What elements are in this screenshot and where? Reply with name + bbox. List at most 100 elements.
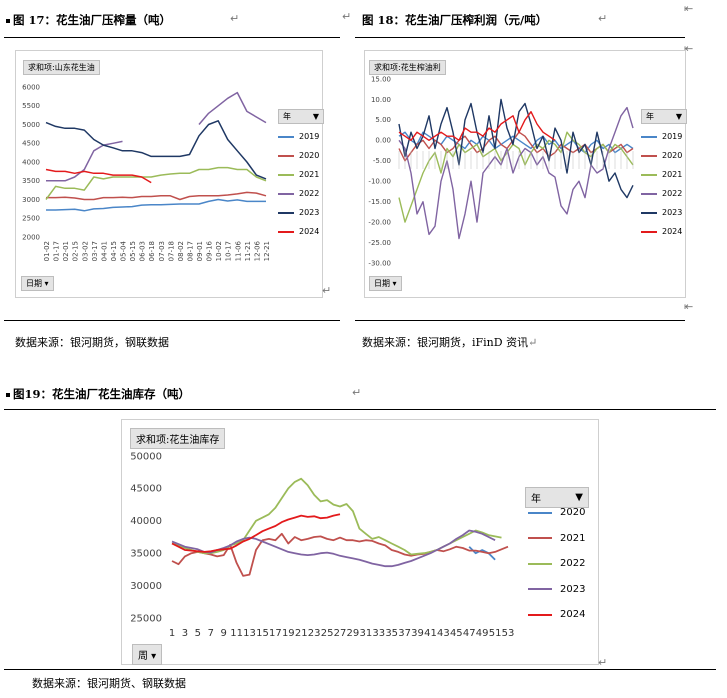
legend-swatch [641,154,657,157]
fig18-chart: -30.00 -25.00 -20.00 -15.00 -10.00 -5.00 0.00 5… [368,75,634,267]
x-tick-label: 9 [221,628,227,639]
x-tick-label: 03-17 [91,241,99,261]
legend-item-2019[interactable]: 2019 [641,127,682,146]
legend-item-2020[interactable]: 2020 [528,500,585,526]
fig18-legend-filter-button[interactable]: 年 ▼ [641,109,687,124]
legend-label: 2021 [299,170,320,179]
y-tick-label: -15.00 [368,198,391,206]
legend-item-2023[interactable]: 2023 [278,203,319,222]
y-tick-label: 0.00 [375,137,391,145]
legend-label: 2023 [662,208,683,217]
legend-swatch [641,173,657,176]
x-tick-label: 11 [230,628,243,639]
y-tick-label: 15.00 [371,75,391,83]
x-tick-label: 12-21 [263,241,271,261]
series-line-2022 [171,477,502,556]
fig17-date-filter-button[interactable]: 日期 ▾ [21,276,54,291]
fig17-source: 数据来源：银河期货，钢联数据 [15,336,169,349]
legend-swatch [278,192,294,195]
anchor-mark: ⇤ [684,42,694,55]
x-tick-label: 15 [256,628,269,639]
legend-label: 2019 [662,132,683,141]
return-mark: ↵ [598,12,608,25]
y-tick-label: 5000 [22,121,40,129]
legend-item-2021[interactable]: 2021 [528,526,585,552]
legend-item-2022[interactable]: 2022 [278,184,319,203]
x-tick-label: 43 [437,628,450,639]
x-tick-label: 01-17 [53,241,61,261]
fig19-chart-panel: 25000 30000 35000 40000 45000 50000 1 3 5 7 9 11 13 1… [121,419,599,665]
x-tick-label: 07-18 [167,241,175,261]
legend-label: 2020 [662,151,683,160]
x-tick-label: 47 [463,628,476,639]
legend-swatch [278,173,294,176]
series-line-2020 [46,191,267,201]
x-tick-label: 29 [347,628,360,639]
legend-item-2024[interactable]: 2024 [278,222,319,241]
fig19-week-filter-button[interactable]: 周 ▾ [132,644,163,665]
y-tick-label: 40000 [130,516,162,527]
series-line-2023 [398,98,634,199]
fig17-legend-filter-button[interactable]: 年 ▼ [278,109,324,124]
bullet-icon [6,19,10,23]
y-tick-label: 50000 [130,451,162,462]
x-tick-label: 45 [450,628,463,639]
legend-label: 2023 [299,208,320,217]
y-tick-label: 5.00 [375,116,391,124]
y-tick-label: 3000 [22,196,40,204]
legend-label: 2020 [299,151,320,160]
legend-label: 2024 [560,609,586,621]
x-tick-label: 06-03 [139,241,147,261]
fig18-date-filter-button[interactable]: 日期 ▾ [369,276,402,291]
x-tick-label: 13 [243,628,256,639]
x-tick-label: 7 [208,628,214,639]
dropdown-icon: ▼ [575,492,583,503]
legend-item-2024[interactable]: 2024 [641,222,682,241]
y-tick-label: -10.00 [368,178,391,186]
legend-swatch [278,135,294,138]
legend-swatch [641,211,657,214]
series-line-2019 [46,198,266,212]
x-tick-label: 01-02 [43,241,51,261]
fig19-title: 图19：花生油厂花生油库存（吨） [6,386,190,402]
fig19-legend-filter-button[interactable]: 年 ▼ [525,487,589,508]
legend-label: 2021 [560,532,586,544]
return-mark: ↵ [230,12,240,25]
filter-icon: ▼ [312,112,319,121]
fig18-source: 数据来源：银河期货，iFinD 资讯↵ [362,336,538,349]
y-tick-label: 45000 [130,484,162,495]
legend-label: 2022 [299,189,320,198]
legend-swatch [641,230,657,233]
x-tick-label: 41 [424,628,437,639]
x-tick-label: 53 [502,628,515,639]
legend-item-2022[interactable]: 2022 [528,551,585,577]
y-tick-label: 4500 [22,140,40,148]
legend-item-2022[interactable]: 2022 [641,184,682,203]
legend-label: 2023 [560,583,586,595]
x-tick-label: 02-01 [62,241,70,261]
legend-item-2020[interactable]: 2020 [278,146,319,165]
series-line-2024 [171,513,341,553]
legend-item-2021[interactable]: 2021 [278,165,319,184]
legend-label: 2022 [662,189,683,198]
fig17-legend: 2019 2020 2021 2022 2023 2024 [278,127,319,241]
y-tick-label: 3500 [22,177,40,185]
x-tick-label: 3 [182,628,188,639]
legend-item-2019[interactable]: 2019 [278,127,319,146]
x-tick-label: 04-01 [100,241,108,261]
legend-label: 2024 [662,227,683,236]
y-tick-label: -30.00 [368,259,391,267]
y-tick-label: 4000 [22,158,40,166]
x-tick-label: 10-02 [215,241,223,261]
legend-item-2021[interactable]: 2021 [641,165,682,184]
legend-item-2020[interactable]: 2020 [641,146,682,165]
y-tick-label: 6000 [22,83,40,91]
x-tick-label: 06-18 [148,241,156,261]
x-tick-label: 37 [398,628,411,639]
series-line-2022 [46,91,267,182]
y-tick-label: -25.00 [368,239,391,247]
legend-item-2024[interactable]: 2024 [528,602,585,628]
legend-item-2023[interactable]: 2023 [528,577,585,603]
legend-item-2023[interactable]: 2023 [641,203,682,222]
